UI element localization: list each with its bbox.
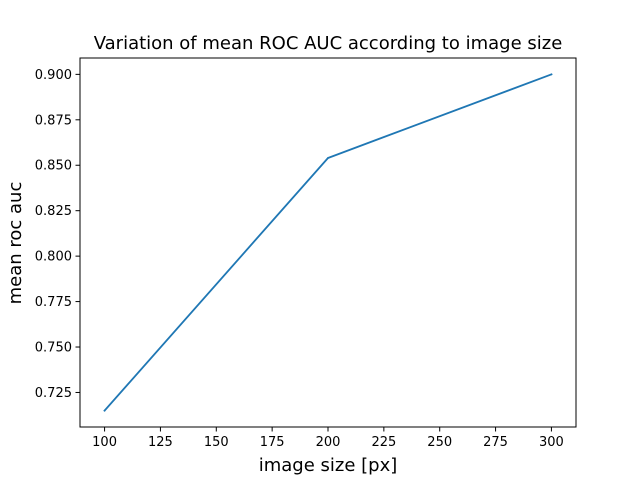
- x-tick-label-8: 300: [539, 435, 564, 450]
- y-tick-label-3: 0.800: [35, 250, 72, 265]
- x-axis: 100 125 150 175 200 225 250 275 300: [92, 427, 564, 450]
- chart-title: Variation of mean ROC AUC according to i…: [94, 33, 563, 54]
- x-tick-label-4: 200: [316, 435, 341, 450]
- series-line-0: [103, 73, 553, 412]
- data-point-0-2: [550, 73, 553, 76]
- y-tick-label-6: 0.875: [35, 113, 72, 128]
- y-axis: 0.725 0.750 0.775 0.800 0.825 0.850 0.875 0.900: [35, 68, 80, 401]
- plot-area: [79, 57, 577, 428]
- y-tick-label-5: 0.850: [35, 159, 72, 174]
- y-tick-label-1: 0.750: [35, 341, 72, 356]
- x-tick-label-2: 150: [204, 435, 229, 450]
- x-axis-label: image size [px]: [259, 455, 398, 476]
- y-axis-label: mean roc auc: [5, 182, 26, 305]
- y-tick-label-7: 0.900: [35, 68, 72, 83]
- y-tick-label-4: 0.825: [35, 204, 72, 219]
- x-tick-label-5: 225: [371, 435, 396, 450]
- y-tick-label-2: 0.775: [35, 295, 72, 310]
- x-tick-label-6: 250: [427, 435, 452, 450]
- data-point-0-0: [103, 409, 106, 412]
- x-tick-label-7: 275: [483, 435, 508, 450]
- x-tick-label-3: 175: [260, 435, 285, 450]
- y-tick-label-0: 0.725: [35, 386, 72, 401]
- x-tick-label-0: 100: [92, 435, 117, 450]
- x-tick-label-1: 125: [148, 435, 173, 450]
- plot-frame: [79, 57, 577, 428]
- data-point-0-1: [327, 157, 329, 159]
